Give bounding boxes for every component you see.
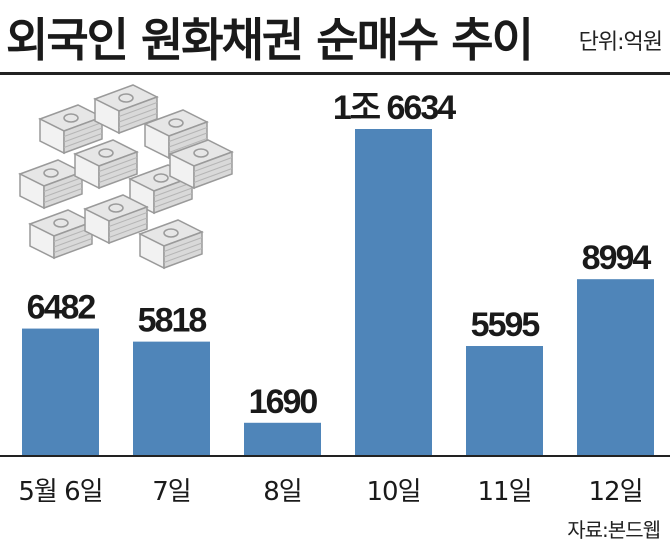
money-stack-3 <box>18 159 84 210</box>
money-stack-8 <box>83 194 149 245</box>
money-stack-6 <box>168 139 234 190</box>
chart-title: 외국인 원화채권 순매수 추이 <box>6 13 534 67</box>
money-stack-9 <box>138 219 204 270</box>
money-stack-4 <box>73 139 139 190</box>
money-stack-1 <box>93 84 159 135</box>
value-label-3: 1조 6634 <box>333 89 456 127</box>
source-label: 자료:본드웹 <box>567 518 661 542</box>
bar-0 <box>22 328 99 456</box>
value-label-4: 5595 <box>471 306 540 344</box>
category-label-0: 5월 6일 <box>18 477 102 507</box>
header-rule <box>0 72 670 75</box>
category-label-3: 10일 <box>366 477 420 507</box>
category-label-1: 7일 <box>152 477 190 507</box>
value-label-5: 8994 <box>582 239 652 277</box>
bar-4 <box>466 346 543 456</box>
money-stack-0 <box>38 104 104 155</box>
category-label-2: 8일 <box>263 477 301 507</box>
value-label-1: 5818 <box>138 302 207 340</box>
category-label-5: 12일 <box>588 477 642 507</box>
category-label-4: 11일 <box>477 477 531 507</box>
bar-2 <box>244 422 321 456</box>
x-tick-labels: 5월 6일 7일 8일 10일 11일 12일 <box>18 477 643 507</box>
money-stacks-icon <box>18 84 234 270</box>
money-stack-2 <box>143 109 209 160</box>
bar-5 <box>577 279 654 456</box>
value-label-2: 1690 <box>249 383 318 421</box>
unit-label: 단위:억원 <box>578 30 663 55</box>
value-label-0: 6482 <box>27 289 96 327</box>
bar-1 <box>133 341 210 456</box>
bar-3 <box>355 129 432 456</box>
chart-header: 외국인 원화채권 순매수 추이 단위:억원 <box>0 0 670 70</box>
bars-group: 6482 5818 1690 1조 6634 5595 8994 <box>22 89 654 456</box>
money-stack-7 <box>28 209 94 260</box>
